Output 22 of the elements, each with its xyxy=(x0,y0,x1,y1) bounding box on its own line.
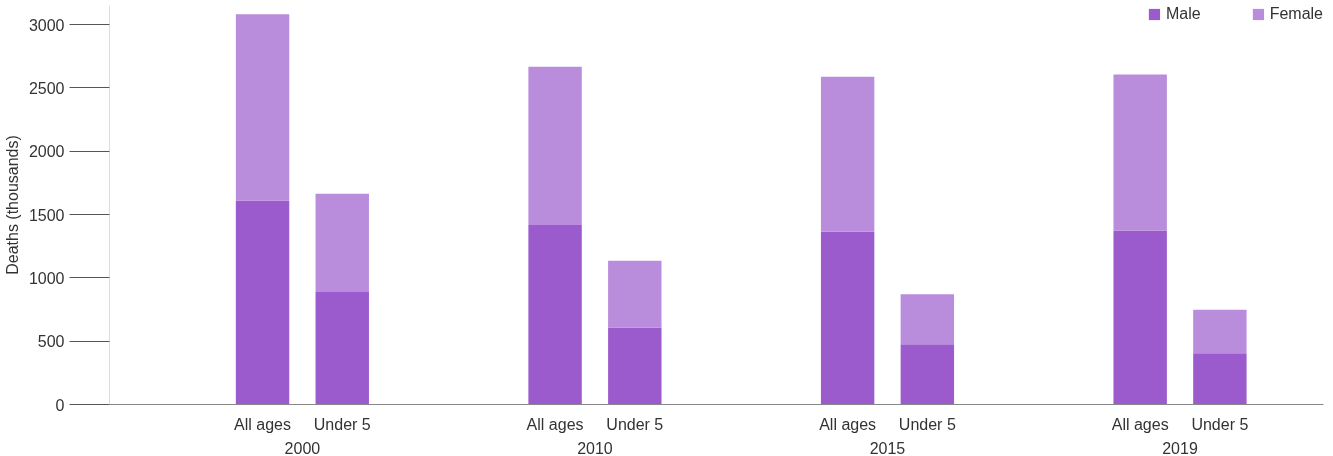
y-tick-label: 3000 xyxy=(28,16,65,34)
legend-label: Female xyxy=(1269,5,1323,23)
legend-label: Male xyxy=(1165,5,1201,23)
y-tick-label: 2500 xyxy=(28,79,65,97)
x-tick-label: All ages xyxy=(819,415,877,433)
y-tick-label: 2000 xyxy=(28,143,65,161)
x-tick-label: All ages xyxy=(1111,415,1169,433)
text: 2000 xyxy=(284,439,321,456)
y-tick-label: 500 xyxy=(37,333,65,351)
y-tick-label: 1000 xyxy=(28,269,65,287)
y-tick-label: 0 xyxy=(55,396,65,414)
x-tick-label: All ages xyxy=(234,415,292,433)
x-tick-label: Under 5 xyxy=(1191,415,1249,433)
text: 2010 xyxy=(577,439,613,456)
x-tick-label: Under 5 xyxy=(313,415,371,433)
x-tick-label: All ages xyxy=(526,415,584,433)
y-tick-label: 1500 xyxy=(28,206,65,224)
text: 2019 xyxy=(1162,439,1198,456)
x-tick-label: Under 5 xyxy=(898,415,956,433)
text: 2015 xyxy=(869,439,906,456)
x-tick-label: Under 5 xyxy=(606,415,664,433)
y-axis-title: Deaths (thousands) xyxy=(3,135,21,275)
